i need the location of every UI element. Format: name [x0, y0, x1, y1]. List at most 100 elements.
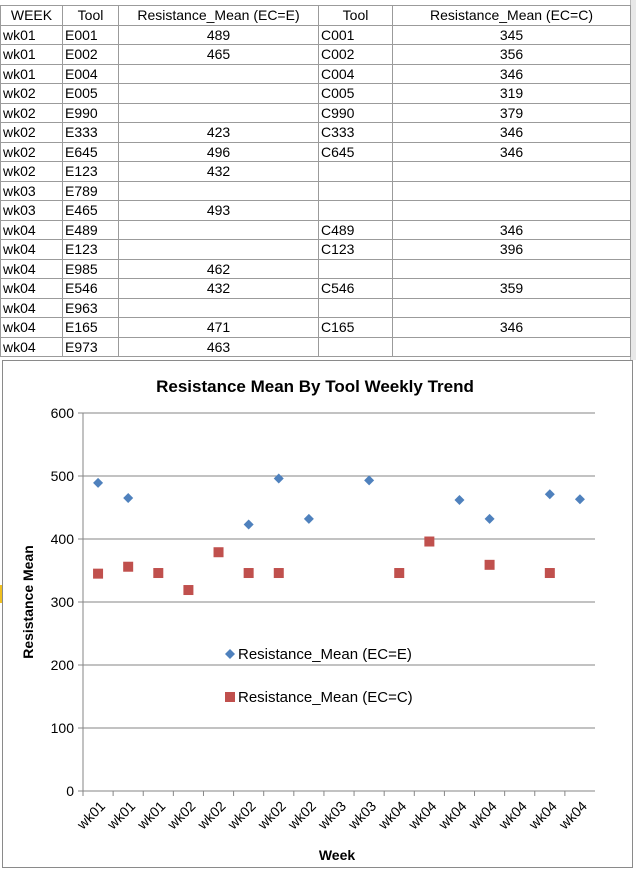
cell-resistance-e[interactable]	[118, 297, 319, 318]
cell-resistance-e[interactable]: 489	[118, 24, 319, 45]
cell-resistance-e[interactable]	[118, 239, 319, 260]
cell-week[interactable]: wk01	[0, 24, 63, 45]
cell-resistance-c[interactable]	[392, 200, 631, 221]
cell-resistance-e[interactable]: 432	[118, 161, 319, 182]
cell-tool-c[interactable]	[318, 161, 393, 182]
x-tick-label: wk01	[103, 798, 138, 833]
cell-week[interactable]: wk02	[0, 102, 63, 123]
cell-week[interactable]: wk02	[0, 141, 63, 162]
cell-resistance-e[interactable]: 496	[118, 141, 319, 162]
x-tick-label: wk04	[404, 798, 439, 833]
cell-tool-e[interactable]: E489	[62, 219, 119, 240]
cell-tool-c[interactable]: C645	[318, 141, 393, 162]
cell-resistance-c[interactable]: 345	[392, 24, 631, 45]
cell-tool-c[interactable]: C990	[318, 102, 393, 123]
cell-week[interactable]: wk02	[0, 161, 63, 182]
cell-tool-e[interactable]: E963	[62, 297, 119, 318]
header-tool-c[interactable]: Tool	[318, 5, 393, 26]
cell-week[interactable]: wk04	[0, 239, 63, 260]
cell-resistance-e[interactable]: 462	[118, 258, 319, 279]
header-week[interactable]: WEEK	[0, 5, 63, 26]
cell-tool-c[interactable]	[318, 180, 393, 201]
cell-tool-c[interactable]: C002	[318, 44, 393, 65]
cell-tool-c[interactable]: C489	[318, 219, 393, 240]
cell-resistance-c[interactable]	[392, 180, 631, 201]
header-resistance-c[interactable]: Resistance_Mean (EC=C)	[392, 5, 631, 26]
cell-resistance-e[interactable]: 465	[118, 44, 319, 65]
cell-tool-c[interactable]: C005	[318, 83, 393, 104]
cell-week[interactable]: wk04	[0, 336, 63, 357]
cell-resistance-c[interactable]	[392, 297, 631, 318]
table-row: wk04 E489 C489 346	[0, 219, 631, 240]
cell-tool-c[interactable]: C165	[318, 317, 393, 338]
cell-resistance-c[interactable]	[392, 258, 631, 279]
cell-resistance-e[interactable]: 471	[118, 317, 319, 338]
cell-resistance-e[interactable]: 463	[118, 336, 319, 357]
cell-week[interactable]: wk01	[0, 44, 63, 65]
cell-resistance-c[interactable]: 346	[392, 122, 631, 143]
cell-tool-e[interactable]: E990	[62, 102, 119, 123]
table-row: wk03 E465 493	[0, 200, 631, 221]
cell-tool-e[interactable]: E973	[62, 336, 119, 357]
cell-resistance-c[interactable]: 346	[392, 317, 631, 338]
cell-tool-e[interactable]: E165	[62, 317, 119, 338]
legend-label: Resistance_Mean (EC=E)	[238, 646, 412, 663]
cell-resistance-c[interactable]: 346	[392, 63, 631, 84]
cell-resistance-c[interactable]: 379	[392, 102, 631, 123]
chart-area[interactable]: 0 100 200 300 400 500 600 wk01 wk01 wk01 wk02 wk02 w…	[2, 360, 633, 868]
table-row: wk01 E001 489 C001 345	[0, 24, 631, 45]
cell-week[interactable]: wk02	[0, 83, 63, 104]
cell-tool-c[interactable]: C123	[318, 239, 393, 260]
cell-tool-e[interactable]: E465	[62, 200, 119, 221]
cell-resistance-c[interactable]	[392, 161, 631, 182]
cell-week[interactable]: wk04	[0, 297, 63, 318]
cell-week[interactable]: wk03	[0, 200, 63, 221]
cell-resistance-c[interactable]: 396	[392, 239, 631, 260]
cell-week[interactable]: wk04	[0, 258, 63, 279]
table-row: wk03 E789	[0, 180, 631, 201]
cell-resistance-e[interactable]	[118, 180, 319, 201]
cell-tool-e[interactable]: E645	[62, 141, 119, 162]
cell-tool-e[interactable]: E546	[62, 278, 119, 299]
cell-tool-e[interactable]: E123	[62, 161, 119, 182]
cell-resistance-e[interactable]	[118, 63, 319, 84]
cell-resistance-e[interactable]	[118, 83, 319, 104]
cell-tool-c[interactable]	[318, 297, 393, 318]
cell-resistance-c[interactable]: 356	[392, 44, 631, 65]
cell-week[interactable]: wk04	[0, 278, 63, 299]
cell-tool-e[interactable]: E004	[62, 63, 119, 84]
cell-resistance-e[interactable]: 493	[118, 200, 319, 221]
cell-tool-e[interactable]: E123	[62, 239, 119, 260]
cell-resistance-c[interactable]: 359	[392, 278, 631, 299]
cell-resistance-c[interactable]: 346	[392, 141, 631, 162]
cell-resistance-c[interactable]: 319	[392, 83, 631, 104]
cell-tool-e[interactable]: E005	[62, 83, 119, 104]
cell-resistance-c[interactable]: 346	[392, 219, 631, 240]
cell-resistance-e[interactable]	[118, 102, 319, 123]
scrollbar[interactable]	[630, 0, 636, 360]
cell-week[interactable]: wk04	[0, 317, 63, 338]
cell-tool-c[interactable]	[318, 200, 393, 221]
x-tick-label: wk03	[314, 798, 349, 833]
cell-tool-c[interactable]: C004	[318, 63, 393, 84]
cell-tool-e[interactable]: E985	[62, 258, 119, 279]
header-tool-e[interactable]: Tool	[62, 5, 119, 26]
cell-week[interactable]: wk02	[0, 122, 63, 143]
cell-tool-e[interactable]: E789	[62, 180, 119, 201]
header-resistance-e[interactable]: Resistance_Mean (EC=E)	[118, 5, 319, 26]
cell-tool-c[interactable]: C546	[318, 278, 393, 299]
cell-week[interactable]: wk03	[0, 180, 63, 201]
cell-resistance-c[interactable]	[392, 336, 631, 357]
cell-tool-c[interactable]	[318, 258, 393, 279]
cell-tool-e[interactable]: E001	[62, 24, 119, 45]
cell-tool-e[interactable]: E002	[62, 44, 119, 65]
cell-resistance-e[interactable]: 423	[118, 122, 319, 143]
cell-tool-c[interactable]: C001	[318, 24, 393, 45]
cell-tool-c[interactable]	[318, 336, 393, 357]
cell-week[interactable]: wk01	[0, 63, 63, 84]
cell-resistance-e[interactable]	[118, 219, 319, 240]
cell-week[interactable]: wk04	[0, 219, 63, 240]
cell-tool-e[interactable]: E333	[62, 122, 119, 143]
cell-tool-c[interactable]: C333	[318, 122, 393, 143]
cell-resistance-e[interactable]: 432	[118, 278, 319, 299]
